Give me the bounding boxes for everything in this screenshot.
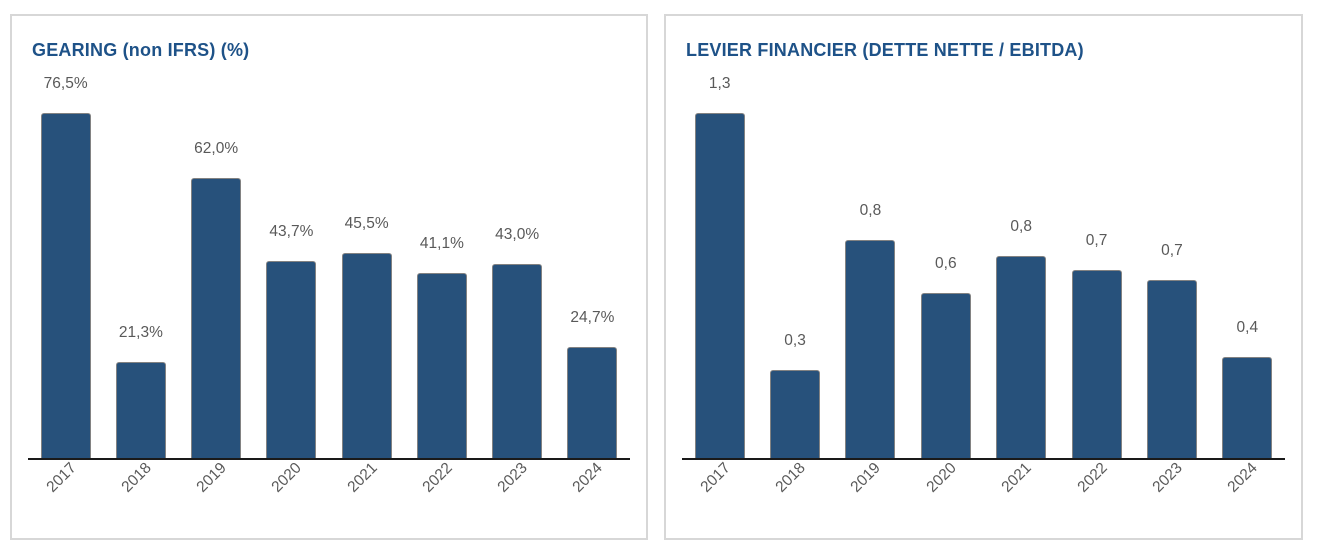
bar-slot-2023: 0,7 2023 [1134,72,1209,496]
gearing-chart-panel: GEARING (non IFRS) (%) 76,5% 2017 21,3% 201… [10,14,648,540]
bar-value-label-2019: 0,8 [859,202,882,219]
bar-slot-2018: 21,3% 2018 [103,72,178,496]
x-tick-label-2020: 2020 [923,459,960,496]
x-tick-label-2019: 2019 [193,459,230,496]
bar-slot-2018: 0,3 2018 [757,72,832,496]
bar-2023 [492,264,543,458]
bar-slot-2023: 43,0% 2023 [480,72,555,496]
bar-value-label-2017: 1,3 [708,75,731,92]
bar-2022 [1071,270,1122,458]
bar-2019 [191,178,242,458]
x-tick-label-2021: 2021 [344,459,381,496]
x-tick-label-2017: 2017 [43,459,80,496]
bar-value-label-2023: 43,0% [495,226,540,243]
bar-2023 [1146,280,1197,458]
bar-2017 [694,113,745,458]
bar-slot-2022: 0,7 2022 [1059,72,1134,496]
bar-2019 [845,240,896,458]
bar-value-label-2023: 0,7 [1161,242,1183,259]
bar-value-label-2022: 0,7 [1085,232,1108,249]
bar-2022 [416,273,467,458]
x-tick-label-2024: 2024 [1224,459,1262,496]
x-tick-label-2018: 2018 [118,459,155,496]
bar-value-label-2018: 0,3 [784,332,806,349]
bar-2021 [996,256,1047,458]
bar-slot-2022: 41,1% 2022 [404,72,479,496]
bar-2020 [266,261,317,458]
x-tick-label-2017: 2017 [697,459,734,496]
bar-value-label-2019: 62,0% [194,140,239,157]
bar-value-label-2018: 21,3% [118,324,163,341]
bar-2018 [770,370,821,458]
bar-2018 [115,362,166,458]
bar-2024 [567,347,618,458]
x-tick-label-2023: 2023 [494,459,531,496]
x-tick-label-2023: 2023 [1149,459,1186,496]
x-tick-label-2024: 2024 [569,459,607,496]
bar-slot-2017: 1,3 2017 [682,72,757,496]
bar-2020 [920,293,971,458]
bar-value-label-2020: 43,7% [269,223,314,240]
bar-value-label-2024: 0,4 [1236,319,1259,336]
leverage-plot-area: 1,3 2017 0,3 2018 0,8 2019 0,6 2020 0,8 2021 0,7 20… [682,72,1285,496]
x-tick-label-2020: 2020 [268,459,306,496]
bar-slot-2020: 0,6 2020 [908,72,983,496]
bar-slot-2017: 76,5% 2017 [28,72,103,496]
bar-slot-2019: 62,0% 2019 [179,72,254,496]
bar-2021 [341,253,392,458]
bar-value-label-2022: 41,1% [419,235,464,252]
bar-slot-2024: 0,4 2024 [1210,72,1285,496]
bar-value-label-2021: 45,5% [344,215,389,232]
bar-slot-2021: 45,5% 2021 [329,72,404,496]
gearing-plot-area: 76,5% 2017 21,3% 2018 62,0% 2019 43,7% 2020 45,5… [28,72,630,496]
leverage-chart-panel: LEVIER FINANCIER (DETTE NETTE / EBITDA) … [664,14,1303,540]
x-tick-label-2022: 2022 [1074,459,1111,496]
bar-slot-2020: 43,7% 2020 [254,72,329,496]
x-tick-label-2022: 2022 [419,459,456,496]
bar-value-label-2017: 76,5% [43,75,88,92]
bar-value-label-2020: 0,6 [935,255,957,272]
x-tick-label-2019: 2019 [847,459,885,496]
bar-slot-2019: 0,8 2019 [833,72,908,496]
gearing-chart-title: GEARING (non IFRS) (%) [32,40,250,60]
x-tick-label-2021: 2021 [998,459,1036,496]
bar-2024 [1222,357,1273,458]
bar-slot-2021: 0,8 2021 [984,72,1059,496]
leverage-chart-title: LEVIER FINANCIER (DETTE NETTE / EBITDA) [686,40,1084,60]
bar-2017 [40,113,91,458]
bar-slot-2024: 24,7% 2024 [555,72,630,496]
x-tick-label-2018: 2018 [772,459,809,496]
bar-value-label-2021: 0,8 [1010,218,1032,235]
bar-value-label-2024: 24,7% [570,309,615,326]
